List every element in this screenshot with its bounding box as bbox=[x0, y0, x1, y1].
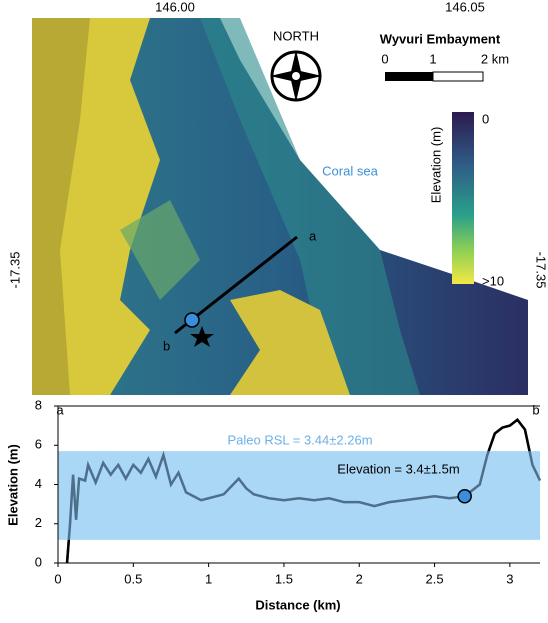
sample-point bbox=[458, 490, 471, 503]
scale-label: 0 bbox=[381, 51, 388, 66]
profile-end: b bbox=[532, 402, 539, 417]
scale-label: 2 km bbox=[481, 51, 509, 66]
x-tick-label: 1 bbox=[205, 571, 212, 586]
north-label: NORTH bbox=[273, 28, 319, 43]
transect-end: a bbox=[309, 228, 317, 243]
colorbar-label: >10 bbox=[482, 273, 504, 288]
lat-label: -17.35 bbox=[7, 252, 22, 289]
scale-bar bbox=[385, 72, 433, 81]
x-tick-label: 1.5 bbox=[275, 571, 293, 586]
x-tick-label: 2.5 bbox=[426, 571, 444, 586]
y-tick-label: 6 bbox=[35, 437, 42, 452]
colorbar-label: 0 bbox=[482, 111, 489, 126]
y-tick-label: 8 bbox=[35, 397, 42, 412]
x-axis-label: Distance (km) bbox=[255, 597, 340, 612]
lon-label: 146.05 bbox=[445, 0, 485, 14]
point-label: Elevation = 3.4±1.5m bbox=[337, 462, 459, 477]
rsl-label: Paleo RSL = 3.44±2.26m bbox=[227, 433, 372, 448]
y-tick-label: 4 bbox=[35, 476, 42, 491]
y-tick-label: 2 bbox=[35, 515, 42, 530]
transect-end: b bbox=[163, 338, 170, 353]
map: 146.00 146.05 -17.35 -17.35 NORTH Wyvuri… bbox=[7, 0, 548, 395]
lat-label: -17.35 bbox=[534, 252, 548, 289]
lon-label: 146.00 bbox=[155, 0, 195, 14]
scale-bar bbox=[433, 72, 483, 81]
map-title: Wyvuri Embayment bbox=[380, 31, 501, 46]
sample-site bbox=[185, 313, 199, 327]
x-tick-label: 2 bbox=[356, 571, 363, 586]
sea-label: Coral sea bbox=[322, 163, 378, 178]
scale-label: 1 bbox=[429, 51, 436, 66]
figure: 146.00 146.05 -17.35 -17.35 NORTH Wyvuri… bbox=[0, 0, 548, 618]
y-axis-label: Elevation (m) bbox=[5, 444, 20, 526]
colorbar bbox=[452, 112, 474, 284]
y-tick-label: 0 bbox=[35, 554, 42, 569]
colorbar-title: Elevation (m) bbox=[428, 127, 443, 204]
x-tick-label: 0.5 bbox=[124, 571, 142, 586]
x-tick-label: 0 bbox=[54, 571, 61, 586]
x-tick-label: 3 bbox=[506, 571, 513, 586]
